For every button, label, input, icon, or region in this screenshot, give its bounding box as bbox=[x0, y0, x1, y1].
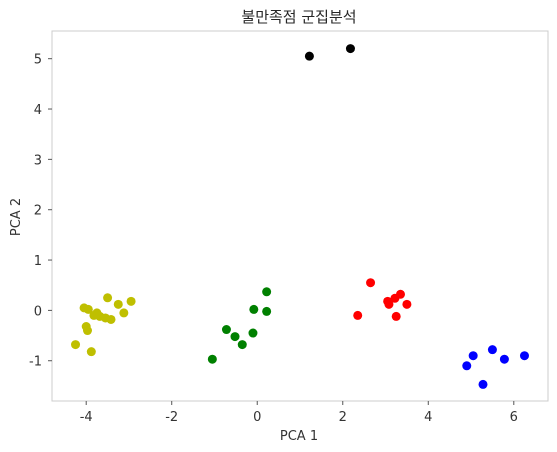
data-point-cluster-1 bbox=[221, 325, 231, 335]
data-point-cluster-0 bbox=[83, 304, 93, 314]
data-point-cluster-1 bbox=[230, 332, 240, 342]
y-tick-label: 0 bbox=[34, 304, 42, 319]
data-point-cluster-1 bbox=[248, 328, 258, 338]
y-tick-label: 3 bbox=[34, 153, 42, 168]
data-point-cluster-3 bbox=[499, 354, 509, 364]
scatter-points bbox=[71, 44, 529, 389]
data-point-cluster-0 bbox=[126, 296, 136, 306]
x-axis-label: PCA 1 bbox=[280, 429, 318, 444]
data-point-cluster-4 bbox=[304, 51, 314, 61]
x-tick-label: 4 bbox=[424, 410, 432, 425]
data-point-cluster-0 bbox=[113, 299, 123, 309]
y-tick-label: 4 bbox=[34, 103, 42, 118]
data-point-cluster-4 bbox=[345, 44, 355, 54]
data-point-cluster-0 bbox=[71, 340, 81, 350]
data-point-cluster-2 bbox=[366, 278, 376, 288]
data-point-cluster-2 bbox=[391, 311, 401, 321]
plot-frame bbox=[51, 30, 549, 402]
x-tick-label: 2 bbox=[339, 410, 347, 425]
y-tick-label: 5 bbox=[34, 53, 42, 68]
x-tick-label: -2 bbox=[165, 410, 178, 425]
y-axis: -1 0 1 2 3 4 5 bbox=[29, 53, 52, 370]
data-point-cluster-2 bbox=[402, 299, 412, 309]
data-point-cluster-1 bbox=[249, 304, 259, 314]
data-point-cluster-3 bbox=[468, 351, 478, 361]
data-point-cluster-1 bbox=[237, 340, 247, 350]
y-tick-label: -1 bbox=[29, 355, 42, 370]
data-point-cluster-2 bbox=[384, 299, 394, 309]
data-point-cluster-0 bbox=[106, 314, 116, 324]
data-point-cluster-3 bbox=[462, 361, 472, 371]
data-point-cluster-1 bbox=[207, 354, 217, 364]
y-axis-label: PCA 2 bbox=[9, 198, 24, 236]
data-point-cluster-0 bbox=[119, 308, 129, 318]
x-axis: -4 -2 0 2 4 6 bbox=[80, 401, 518, 425]
data-point-cluster-2 bbox=[395, 289, 405, 299]
y-tick-label: 1 bbox=[34, 254, 42, 269]
data-point-cluster-3 bbox=[519, 351, 529, 361]
x-tick-label: 0 bbox=[253, 410, 261, 425]
data-point-cluster-0 bbox=[86, 347, 96, 357]
data-point-cluster-0 bbox=[103, 293, 113, 303]
x-tick-label: 6 bbox=[510, 410, 518, 425]
x-tick-label: -4 bbox=[80, 410, 93, 425]
data-point-cluster-3 bbox=[487, 345, 497, 355]
y-tick-label: 2 bbox=[34, 204, 42, 219]
data-point-cluster-3 bbox=[478, 379, 488, 389]
data-point-cluster-0 bbox=[82, 326, 92, 336]
data-point-cluster-1 bbox=[262, 287, 272, 297]
data-point-cluster-2 bbox=[353, 310, 363, 320]
data-point-cluster-1 bbox=[262, 306, 272, 316]
chart-title: 불만족점 군집분석 bbox=[241, 8, 356, 26]
